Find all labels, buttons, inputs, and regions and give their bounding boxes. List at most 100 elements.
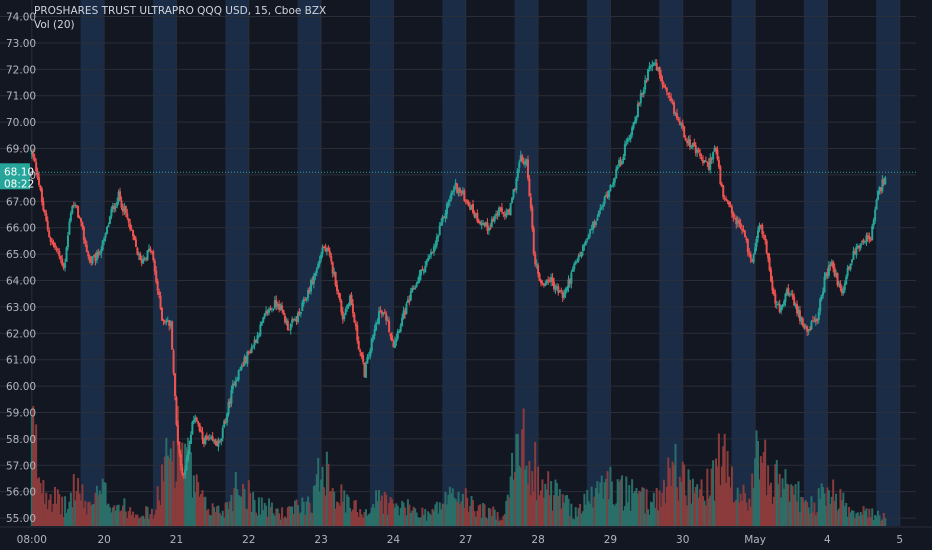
volume-bar xyxy=(176,406,179,526)
candle-body xyxy=(741,228,744,231)
candle-body xyxy=(343,315,346,319)
volume-bar xyxy=(93,503,96,526)
candle-body xyxy=(639,93,642,104)
volume-bar xyxy=(179,462,182,526)
volume-bar xyxy=(774,464,777,526)
candle-body xyxy=(401,317,404,327)
x-tick-label: 27 xyxy=(459,534,472,546)
volume-bar xyxy=(435,501,438,526)
volume-bar xyxy=(603,482,606,526)
volume-bar xyxy=(493,509,496,526)
volume-bar xyxy=(283,516,286,526)
candle-body xyxy=(100,249,103,254)
candle-body xyxy=(722,185,725,198)
volume-bar xyxy=(498,521,501,526)
candle-body xyxy=(56,248,59,251)
volume-bar xyxy=(33,434,36,526)
y-tick-label: 62.00 xyxy=(6,328,36,340)
candle-body xyxy=(440,222,443,226)
volume-bar xyxy=(117,504,120,526)
candle-body xyxy=(794,304,797,307)
volume-bar xyxy=(450,493,453,526)
volume-bar xyxy=(200,494,203,526)
volume-bar xyxy=(539,490,542,526)
candle-body xyxy=(577,255,580,261)
volume-bar xyxy=(671,461,674,526)
candle-body xyxy=(655,63,658,71)
volume-bar xyxy=(879,520,882,526)
time-axis[interactable]: 08:00 20 21 22 23 24 27 28 29 30 May 4 5 xyxy=(0,526,932,550)
candle-body xyxy=(359,349,362,353)
candle-body xyxy=(748,252,751,255)
symbol-title[interactable]: PROSHARES TRUST ULTRAPRO QQQ USD, 15, Cb… xyxy=(34,5,327,17)
candle-body xyxy=(882,179,885,185)
candle-body xyxy=(798,310,801,321)
volume-bar xyxy=(610,481,613,526)
volume-bar xyxy=(644,513,647,526)
candle-body xyxy=(583,244,586,247)
candle-body xyxy=(512,189,515,198)
candle-body xyxy=(412,288,415,290)
volume-bar xyxy=(796,501,799,526)
volume-bar xyxy=(568,516,571,526)
candle-body xyxy=(61,258,64,265)
candle-body xyxy=(266,311,269,314)
candlestick-series xyxy=(30,59,887,479)
candle-body xyxy=(822,291,825,296)
volume-bar xyxy=(376,501,379,526)
volume-bar xyxy=(370,507,373,526)
volume-bar xyxy=(464,488,467,526)
candle-body xyxy=(800,318,803,322)
candle-body xyxy=(739,222,742,228)
volume-indicator-label[interactable]: Vol (20) xyxy=(34,18,75,31)
candle-body xyxy=(301,302,304,311)
candle-body xyxy=(435,237,438,246)
volume-bar xyxy=(583,493,586,526)
volume-bar xyxy=(518,465,521,526)
candle-body xyxy=(321,247,324,254)
candle-body xyxy=(548,280,551,282)
candle-body xyxy=(324,246,327,252)
candle-body xyxy=(706,161,709,163)
volume-bar xyxy=(296,505,299,526)
volume-bar xyxy=(226,502,229,526)
candle-body xyxy=(291,319,294,324)
candle-body xyxy=(88,256,91,262)
candle-body xyxy=(807,329,810,331)
candle-body xyxy=(139,253,142,261)
candle-body xyxy=(654,62,657,64)
y-tick-label: 65.00 xyxy=(6,249,36,261)
volume-bar xyxy=(882,512,885,526)
candle-body xyxy=(165,321,168,323)
candle-body xyxy=(431,251,434,253)
candle-body xyxy=(445,203,448,215)
volume-bar xyxy=(688,479,691,526)
candle-body xyxy=(680,123,683,126)
candle-body xyxy=(259,324,262,336)
candle-body xyxy=(223,420,226,428)
volume-bar xyxy=(538,495,541,526)
volume-bar xyxy=(220,515,223,526)
volume-bar xyxy=(868,508,871,526)
candle-body xyxy=(441,216,444,222)
candle-body xyxy=(713,147,716,152)
volume-bar xyxy=(551,510,554,526)
volume-bar xyxy=(289,506,292,526)
volume-bar xyxy=(32,406,35,526)
volume-bar xyxy=(541,479,544,526)
volume-bar xyxy=(325,451,328,526)
candle-body xyxy=(872,220,875,226)
volume-bar xyxy=(803,501,806,526)
chart-legend[interactable]: PROSHARES TRUST ULTRAPRO QQQ USD, 15, Cb… xyxy=(34,5,326,32)
candle-body xyxy=(338,293,341,301)
volume-bar xyxy=(100,493,103,526)
volume-bar xyxy=(424,509,427,526)
candle-body xyxy=(470,205,473,210)
price-axis[interactable]: 55.00 56.00 57.00 58.00 59.00 60.00 61.00 62.00… xyxy=(0,12,36,526)
volume-bar xyxy=(353,500,356,526)
candle-body xyxy=(500,207,503,212)
volume-bar xyxy=(534,442,537,526)
candle-body xyxy=(311,280,314,283)
candle-body xyxy=(616,166,619,170)
